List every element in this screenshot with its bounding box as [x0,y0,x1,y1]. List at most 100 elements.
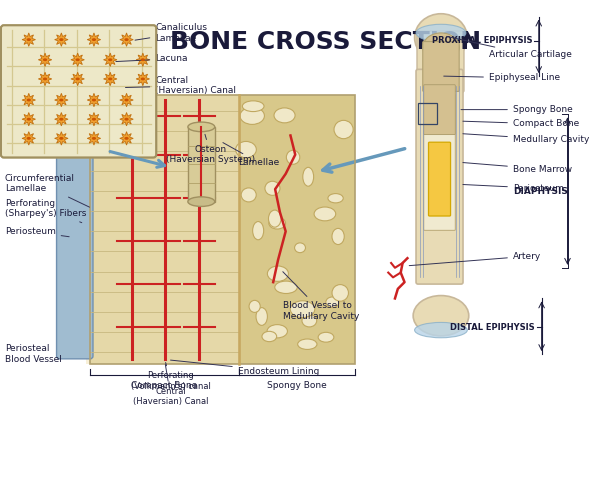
Text: Lacuna: Lacuna [116,54,188,63]
Text: Central
(Haversian) Canal: Central (Haversian) Canal [125,76,236,95]
Bar [188,127,215,202]
Ellipse shape [269,217,286,229]
Ellipse shape [302,314,317,327]
FancyBboxPatch shape [424,94,455,230]
Ellipse shape [416,24,466,42]
Ellipse shape [415,14,467,62]
Bar [90,95,355,364]
Ellipse shape [108,78,112,80]
Polygon shape [136,53,149,67]
Ellipse shape [332,285,349,301]
Ellipse shape [314,207,336,221]
Text: Blood Vessel to
Medullary Cavity: Blood Vessel to Medullary Cavity [283,272,359,320]
Ellipse shape [26,99,31,102]
Ellipse shape [124,118,128,121]
Ellipse shape [413,296,469,336]
Text: DIAPHYSIS: DIAPHYSIS [512,187,568,195]
Ellipse shape [326,297,339,308]
Text: Osteocyte: Osteocyte [5,142,51,151]
FancyBboxPatch shape [423,42,459,91]
Ellipse shape [92,118,96,121]
Text: BONE CROSS SECTION: BONE CROSS SECTION [170,30,481,54]
FancyBboxPatch shape [56,99,93,359]
Text: Periosteal
Blood Vessel: Periosteal Blood Vessel [5,344,62,364]
Polygon shape [22,113,35,126]
Ellipse shape [26,38,31,41]
Ellipse shape [59,137,64,140]
Ellipse shape [124,137,128,140]
Ellipse shape [236,141,256,158]
Ellipse shape [92,99,96,102]
Text: Compact Bone: Compact Bone [463,119,579,128]
Ellipse shape [275,281,297,294]
Text: Osteon
(Haversian System): Osteon (Haversian System) [166,134,256,164]
Text: PROXIMAL EPIPHYSIS: PROXIMAL EPIPHYSIS [433,36,533,45]
Bar [239,95,355,364]
Bar [90,95,239,364]
Ellipse shape [262,331,277,342]
Polygon shape [87,132,101,145]
Ellipse shape [124,38,128,41]
Ellipse shape [415,322,467,338]
Ellipse shape [188,197,215,206]
Polygon shape [71,72,85,86]
Polygon shape [38,53,52,67]
Polygon shape [22,33,35,46]
Bar [86,95,355,364]
Text: Articular Cartilage: Articular Cartilage [446,36,572,59]
Text: Perforating
(Volkmann's) canal: Perforating (Volkmann's) canal [131,363,211,390]
Polygon shape [87,33,101,46]
Polygon shape [104,72,117,86]
Ellipse shape [298,339,317,349]
Ellipse shape [423,33,459,62]
Ellipse shape [76,58,80,61]
Ellipse shape [124,99,128,102]
Ellipse shape [43,58,47,61]
Polygon shape [136,72,149,86]
Ellipse shape [295,243,305,252]
FancyBboxPatch shape [417,31,464,92]
Ellipse shape [242,101,264,112]
Ellipse shape [249,300,260,312]
Text: Medullary Cavity: Medullary Cavity [463,134,589,144]
Text: DISTAL EPIPHYSIS: DISTAL EPIPHYSIS [450,323,535,332]
FancyBboxPatch shape [428,142,451,216]
Text: Lamellae: Lamellae [223,143,279,167]
FancyBboxPatch shape [1,25,156,158]
Ellipse shape [253,222,263,240]
Ellipse shape [76,78,80,80]
Polygon shape [55,132,68,145]
Text: Spongy Bone: Spongy Bone [461,105,572,114]
Polygon shape [55,93,68,107]
Polygon shape [120,93,133,107]
Polygon shape [104,53,117,67]
Text: Artery: Artery [409,252,541,266]
Ellipse shape [268,210,281,227]
Ellipse shape [59,38,64,41]
Ellipse shape [268,266,289,281]
Ellipse shape [267,325,287,338]
Ellipse shape [188,122,215,132]
Polygon shape [55,113,68,126]
Ellipse shape [140,78,145,80]
Ellipse shape [26,137,31,140]
Ellipse shape [108,58,112,61]
Ellipse shape [140,58,145,61]
Ellipse shape [92,38,96,41]
Text: Epiphyseal Line: Epiphyseal Line [444,73,560,82]
Ellipse shape [328,194,343,203]
Polygon shape [87,113,101,126]
Polygon shape [87,93,101,107]
Ellipse shape [332,228,344,245]
Ellipse shape [274,108,295,123]
Text: Compact Bone: Compact Bone [131,381,197,390]
Text: Central
(Haversian) Canal: Central (Haversian) Canal [133,365,208,406]
Text: Perforating
(Sharpey's) Fibers: Perforating (Sharpey's) Fibers [5,199,86,223]
Text: Bone Marrow: Bone Marrow [463,162,572,173]
Polygon shape [120,132,133,145]
Polygon shape [22,132,35,145]
Bar [418,103,437,124]
Text: Circumferential
Lamellae: Circumferential Lamellae [5,174,89,207]
Ellipse shape [286,150,300,164]
Polygon shape [120,113,133,126]
